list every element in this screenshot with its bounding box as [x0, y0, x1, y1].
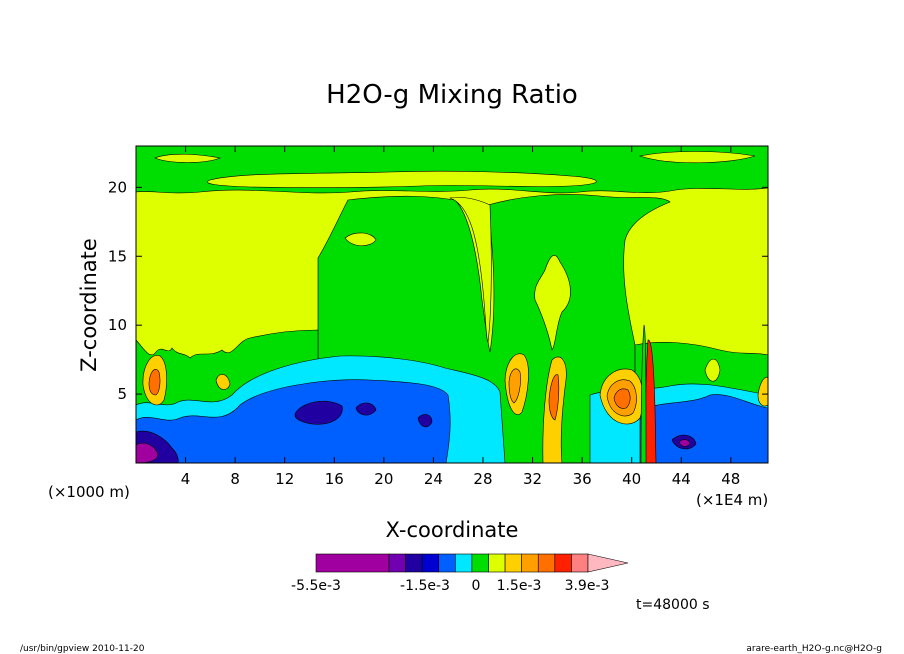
- y-axis-label: Z-coordinate: [77, 238, 101, 372]
- blue-band-right: [639, 394, 768, 463]
- x-tick-label: 44: [672, 470, 691, 488]
- colorbar-box: [521, 553, 539, 573]
- footer-right: arare-earth_H2O-g.nc@H2O-g: [746, 644, 882, 654]
- colorbar-label: -1.5e-3: [400, 578, 450, 594]
- time-annotation: t=48000 s: [636, 597, 710, 613]
- dark-blue-blob-1: [294, 400, 343, 425]
- colorbar-box: [488, 553, 506, 573]
- yellow-finger-central: [448, 196, 492, 343]
- x-tick-label: 28: [473, 470, 492, 488]
- x-tick-label: 12: [275, 470, 294, 488]
- contour-field: [136, 146, 768, 463]
- warm-column-left-inner: [548, 374, 560, 421]
- y-unit-label: (×1000 m): [48, 483, 130, 501]
- colorbar-box: [571, 553, 589, 573]
- dark-blue-blob-2: [355, 402, 377, 416]
- x-tick-label: 36: [573, 470, 592, 488]
- warm-blob-left-2: [215, 373, 231, 390]
- colorbar-label: 3.9e-3: [565, 578, 610, 594]
- yellow-plume-right: [534, 255, 571, 351]
- colorbar-box: [554, 553, 572, 573]
- colorbar-box: [504, 553, 522, 573]
- colorbar-box: [388, 553, 406, 573]
- yellow-island-top-left: [154, 153, 222, 163]
- x-axis-label: X-coordinate: [386, 518, 519, 542]
- colorbar-box: [405, 553, 423, 573]
- yellow-island-top: [207, 170, 597, 188]
- green-streak-column: [640, 324, 647, 463]
- y-tick-label: 15: [108, 247, 127, 265]
- colorbar-box: [315, 553, 390, 573]
- chart-title: H2O-g Mixing Ratio: [326, 80, 578, 110]
- colorbar-box: [438, 553, 456, 573]
- y-tick-label: 10: [108, 316, 127, 334]
- x-tick-label: 16: [325, 470, 344, 488]
- y-ticks: 5 10 15 20: [108, 178, 768, 403]
- yellow-lobe-right: [704, 358, 721, 382]
- yellow-island-top-right: [638, 151, 756, 164]
- colorbar-labels: -5.5e-3 -1.5e-3 0 1.5e-3 3.9e-3: [291, 578, 609, 594]
- x-tick-label: 24: [424, 470, 443, 488]
- warm-blob-left-inner: [148, 369, 161, 396]
- x-tick-label: 20: [374, 470, 393, 488]
- blue-band: [136, 379, 451, 463]
- x-tick-label: 4: [181, 470, 191, 488]
- yellow-island-small: [344, 232, 377, 247]
- y-tick-label: 20: [108, 178, 127, 196]
- x-ticks: 4 8 12 16 20 24 28 32 36 40 44 48: [181, 146, 740, 488]
- warm-blob-mid-inner: [508, 368, 521, 404]
- colorbar-label: -5.5e-3: [291, 578, 341, 594]
- x-tick-label: 40: [622, 470, 641, 488]
- dark-blue-blob-3: [417, 414, 433, 428]
- footer-left: /usr/bin/gpview 2010-11-20: [20, 644, 145, 654]
- colorbar-box: [471, 553, 489, 573]
- y-tick-label: 5: [117, 385, 127, 403]
- colorbar-box: [421, 553, 440, 573]
- colorbar: [315, 553, 629, 573]
- colorbar-arrow: [587, 553, 629, 573]
- plot-frame: [135, 145, 769, 464]
- x-tick-label: 48: [721, 470, 740, 488]
- warm-blob-right: [757, 376, 768, 407]
- purple-blob-right: [678, 439, 691, 447]
- colorbar-label: 0: [472, 578, 481, 594]
- colorbar-label: 1.5e-3: [497, 578, 542, 594]
- x-tick-label: 8: [230, 470, 240, 488]
- warm-blob-big-inner: [613, 388, 631, 409]
- x-tick-label: 32: [523, 470, 542, 488]
- x-unit-label: (×1E4 m): [696, 491, 768, 509]
- colorbar-box: [537, 553, 556, 573]
- colorbar-box: [455, 553, 473, 573]
